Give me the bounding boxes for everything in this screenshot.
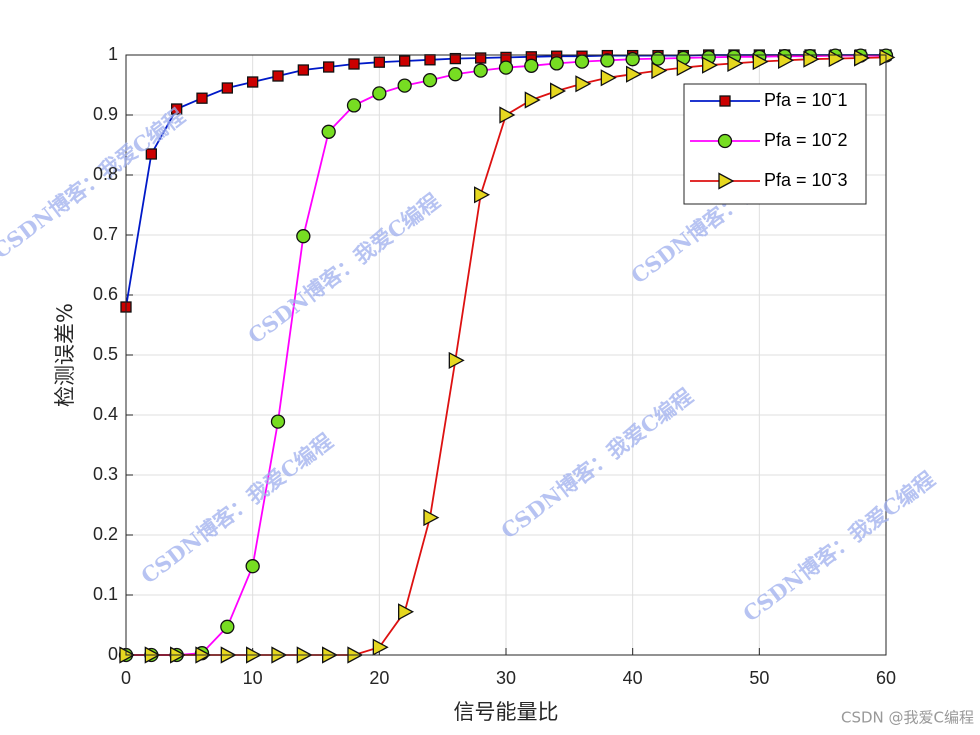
credit: CSDN @我爱C编程 [841, 709, 974, 727]
marker [719, 95, 731, 107]
marker [171, 103, 183, 115]
legend-label: Pfa = 10ˉ3 [764, 170, 848, 190]
marker [448, 351, 465, 369]
marker [423, 509, 440, 527]
y-tick-label: 0.1 [93, 584, 118, 604]
marker [574, 54, 590, 69]
marker [245, 559, 260, 574]
marker [346, 98, 362, 113]
marker [474, 186, 491, 204]
marker [676, 59, 693, 77]
marker [626, 65, 643, 83]
marker [272, 70, 284, 82]
marker [296, 229, 311, 244]
marker [524, 91, 541, 109]
marker [473, 63, 488, 78]
y-tick-label: 0.6 [93, 284, 118, 304]
marker [752, 53, 769, 71]
axes-box [125, 54, 887, 656]
x-tick-label: 20 [369, 668, 389, 688]
marker [600, 69, 617, 87]
legend-box [683, 83, 867, 205]
marker [220, 619, 235, 634]
marker [221, 82, 233, 94]
y-tick-label: 0.8 [93, 164, 118, 184]
marker [524, 58, 539, 73]
marker [498, 60, 514, 75]
marker [727, 54, 744, 72]
marker [348, 58, 360, 70]
marker [321, 124, 336, 139]
y-tick-label: 0.5 [93, 344, 118, 364]
marker [372, 86, 387, 101]
marker [145, 148, 157, 160]
marker [718, 172, 735, 190]
y-tick-label: 0.7 [93, 224, 118, 244]
y-tick-label: 0.9 [93, 104, 118, 124]
marker [600, 53, 615, 68]
marker [424, 54, 436, 66]
y-tick-label: 0.3 [93, 464, 118, 484]
marker [575, 75, 592, 93]
marker [422, 73, 438, 88]
x-tick-label: 30 [496, 668, 516, 688]
marker [373, 56, 385, 68]
marker [854, 49, 871, 67]
x-tick-label: 60 [876, 668, 896, 688]
y-axis-label: 检测误差% [53, 303, 77, 407]
y-tick-label: 1 [108, 44, 118, 64]
marker [449, 52, 461, 65]
marker [323, 61, 335, 73]
marker [372, 638, 389, 656]
x-tick-label: 50 [749, 668, 769, 688]
marker [625, 52, 640, 67]
marker [448, 67, 463, 82]
marker [475, 52, 487, 64]
marker [247, 76, 259, 88]
marker [717, 133, 733, 149]
legend-label: Pfa = 10ˉ1 [764, 90, 848, 110]
marker [702, 56, 719, 74]
marker [778, 51, 795, 69]
x-tick-label: 10 [243, 668, 263, 688]
marker [398, 603, 415, 621]
marker [549, 56, 564, 71]
x-axis-label: 信号能量比 [454, 700, 559, 724]
marker [550, 82, 567, 100]
marker [879, 48, 896, 66]
x-tick-label: 40 [623, 668, 643, 688]
marker [196, 92, 208, 104]
marker [297, 64, 309, 76]
y-tick-label: 0.2 [93, 524, 118, 544]
marker [651, 62, 668, 80]
marker [399, 55, 411, 67]
marker [270, 414, 286, 429]
x-tick-label: 0 [121, 668, 131, 688]
y-tick-label: 0.4 [93, 404, 118, 424]
marker [499, 106, 516, 124]
legend-label: Pfa = 10ˉ2 [764, 130, 848, 150]
marker [397, 78, 412, 93]
y-tick-label: 0 [108, 644, 118, 664]
